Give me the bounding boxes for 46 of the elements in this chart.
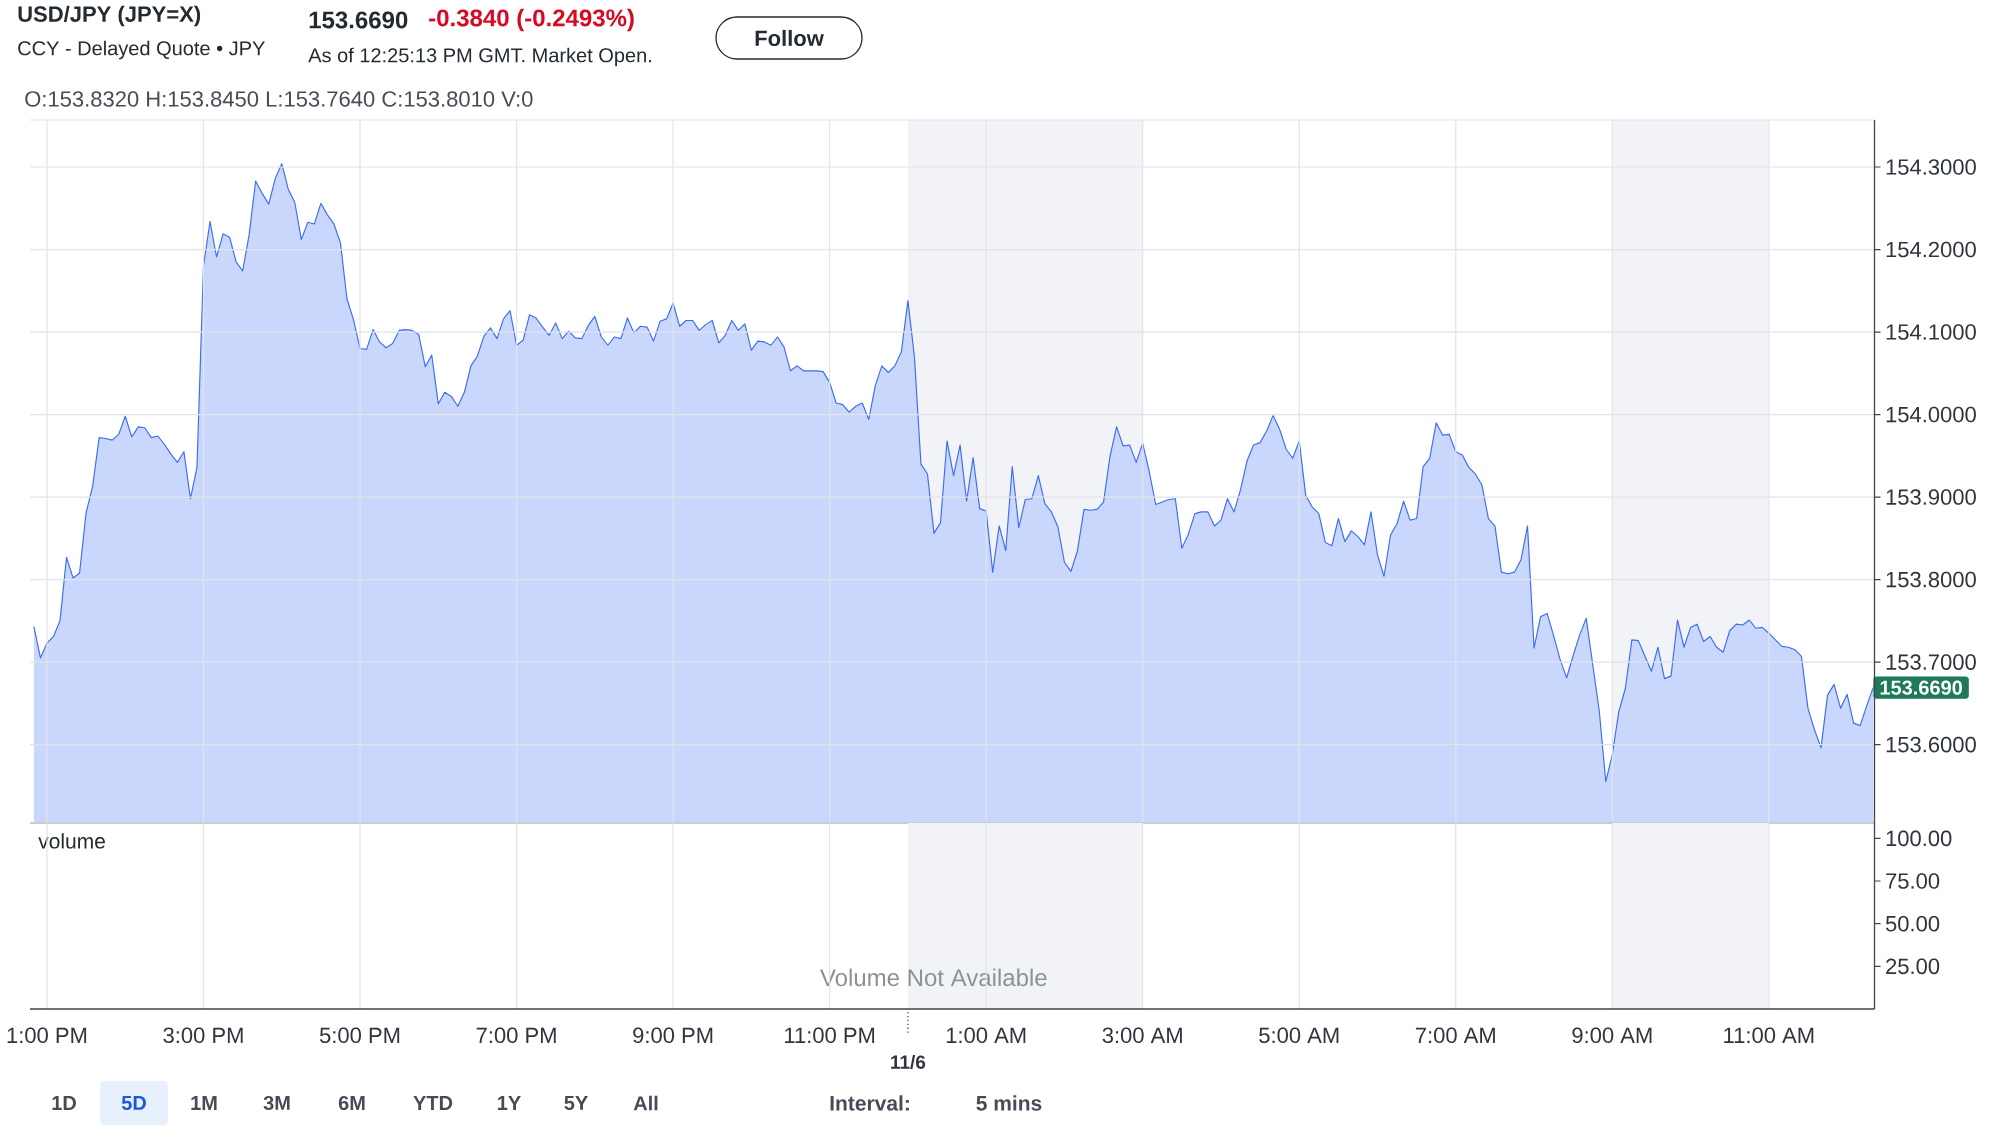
y-tick-label: 100.00	[1886, 830, 1952, 847]
x-tick-label: 5:00 PM	[319, 1027, 400, 1044]
text: 3M	[263, 1095, 290, 1111]
y-tick-label: 153.6000	[1886, 736, 1976, 753]
x-tick-label: 3:00 PM	[163, 1027, 243, 1044]
text: Follow	[755, 29, 824, 47]
text: 1D	[52, 1096, 76, 1110]
y-tick-label: 154.0000	[1886, 406, 1976, 423]
y-tick-label: 25.00	[1886, 958, 1940, 975]
text: 1Y	[498, 1096, 521, 1110]
x-tick-label: 11:00 PM	[785, 1027, 875, 1044]
x-tick-label: 7:00 PM	[476, 1027, 556, 1044]
y-tick-label: 153.7000	[1886, 654, 1976, 670]
x-tick-label: 9:00 PM	[633, 1027, 713, 1044]
text: 1M	[191, 1096, 217, 1110]
y-tick-label: 153.8000	[1886, 571, 1976, 588]
ref-line-label: 11/6	[891, 1054, 926, 1070]
x-tick-label: 3:00 AM	[1102, 1027, 1182, 1044]
text: -0.3840 (-0.2493%)	[429, 8, 634, 32]
x-tick-label: 5:00 AM	[1259, 1027, 1339, 1044]
x-tick-label: 11:00 AM	[1724, 1027, 1814, 1044]
text: 5 mins	[976, 1095, 1042, 1111]
y-tick-label: 154.1000	[1886, 324, 1976, 340]
x-tick-label: 9:00 AM	[1572, 1027, 1652, 1044]
chart-title: volume	[38, 833, 105, 849]
y-tick-label: 154.3000	[1886, 159, 1976, 175]
chart-title: USD/JPY (JPY=X)	[18, 5, 201, 27]
text: YTD	[413, 1096, 453, 1110]
text: As of 12:25:13 PM GMT. Market Open.	[308, 47, 651, 67]
text: All	[633, 1095, 658, 1111]
text: Interval:	[830, 1095, 909, 1111]
y-tick-label: 75.00	[1886, 873, 1940, 889]
chart-subtitle: CCY - Delayed Quote • JPY	[18, 40, 265, 60]
y-tick-label: 154.2000	[1886, 241, 1976, 258]
x-tick-label: 1:00 AM	[946, 1027, 1026, 1044]
text: O:153.8320 H:153.8450 L:153.7640 C:153.8010 V:0	[25, 91, 533, 107]
text: 6M	[338, 1095, 365, 1111]
annotation: 153.6690	[1880, 680, 1962, 695]
y-tick-label: 153.9000	[1886, 489, 1976, 505]
text: 153.6690	[309, 11, 408, 29]
annotation: Volume Not Available	[820, 968, 1047, 987]
text: 5Y	[564, 1096, 588, 1110]
text: 5D	[121, 1096, 146, 1110]
x-tick-label: 1:00 PM	[7, 1027, 87, 1044]
y-tick-label: 50.00	[1885, 915, 1940, 932]
x-tick-label: 7:00 AM	[1415, 1027, 1495, 1044]
